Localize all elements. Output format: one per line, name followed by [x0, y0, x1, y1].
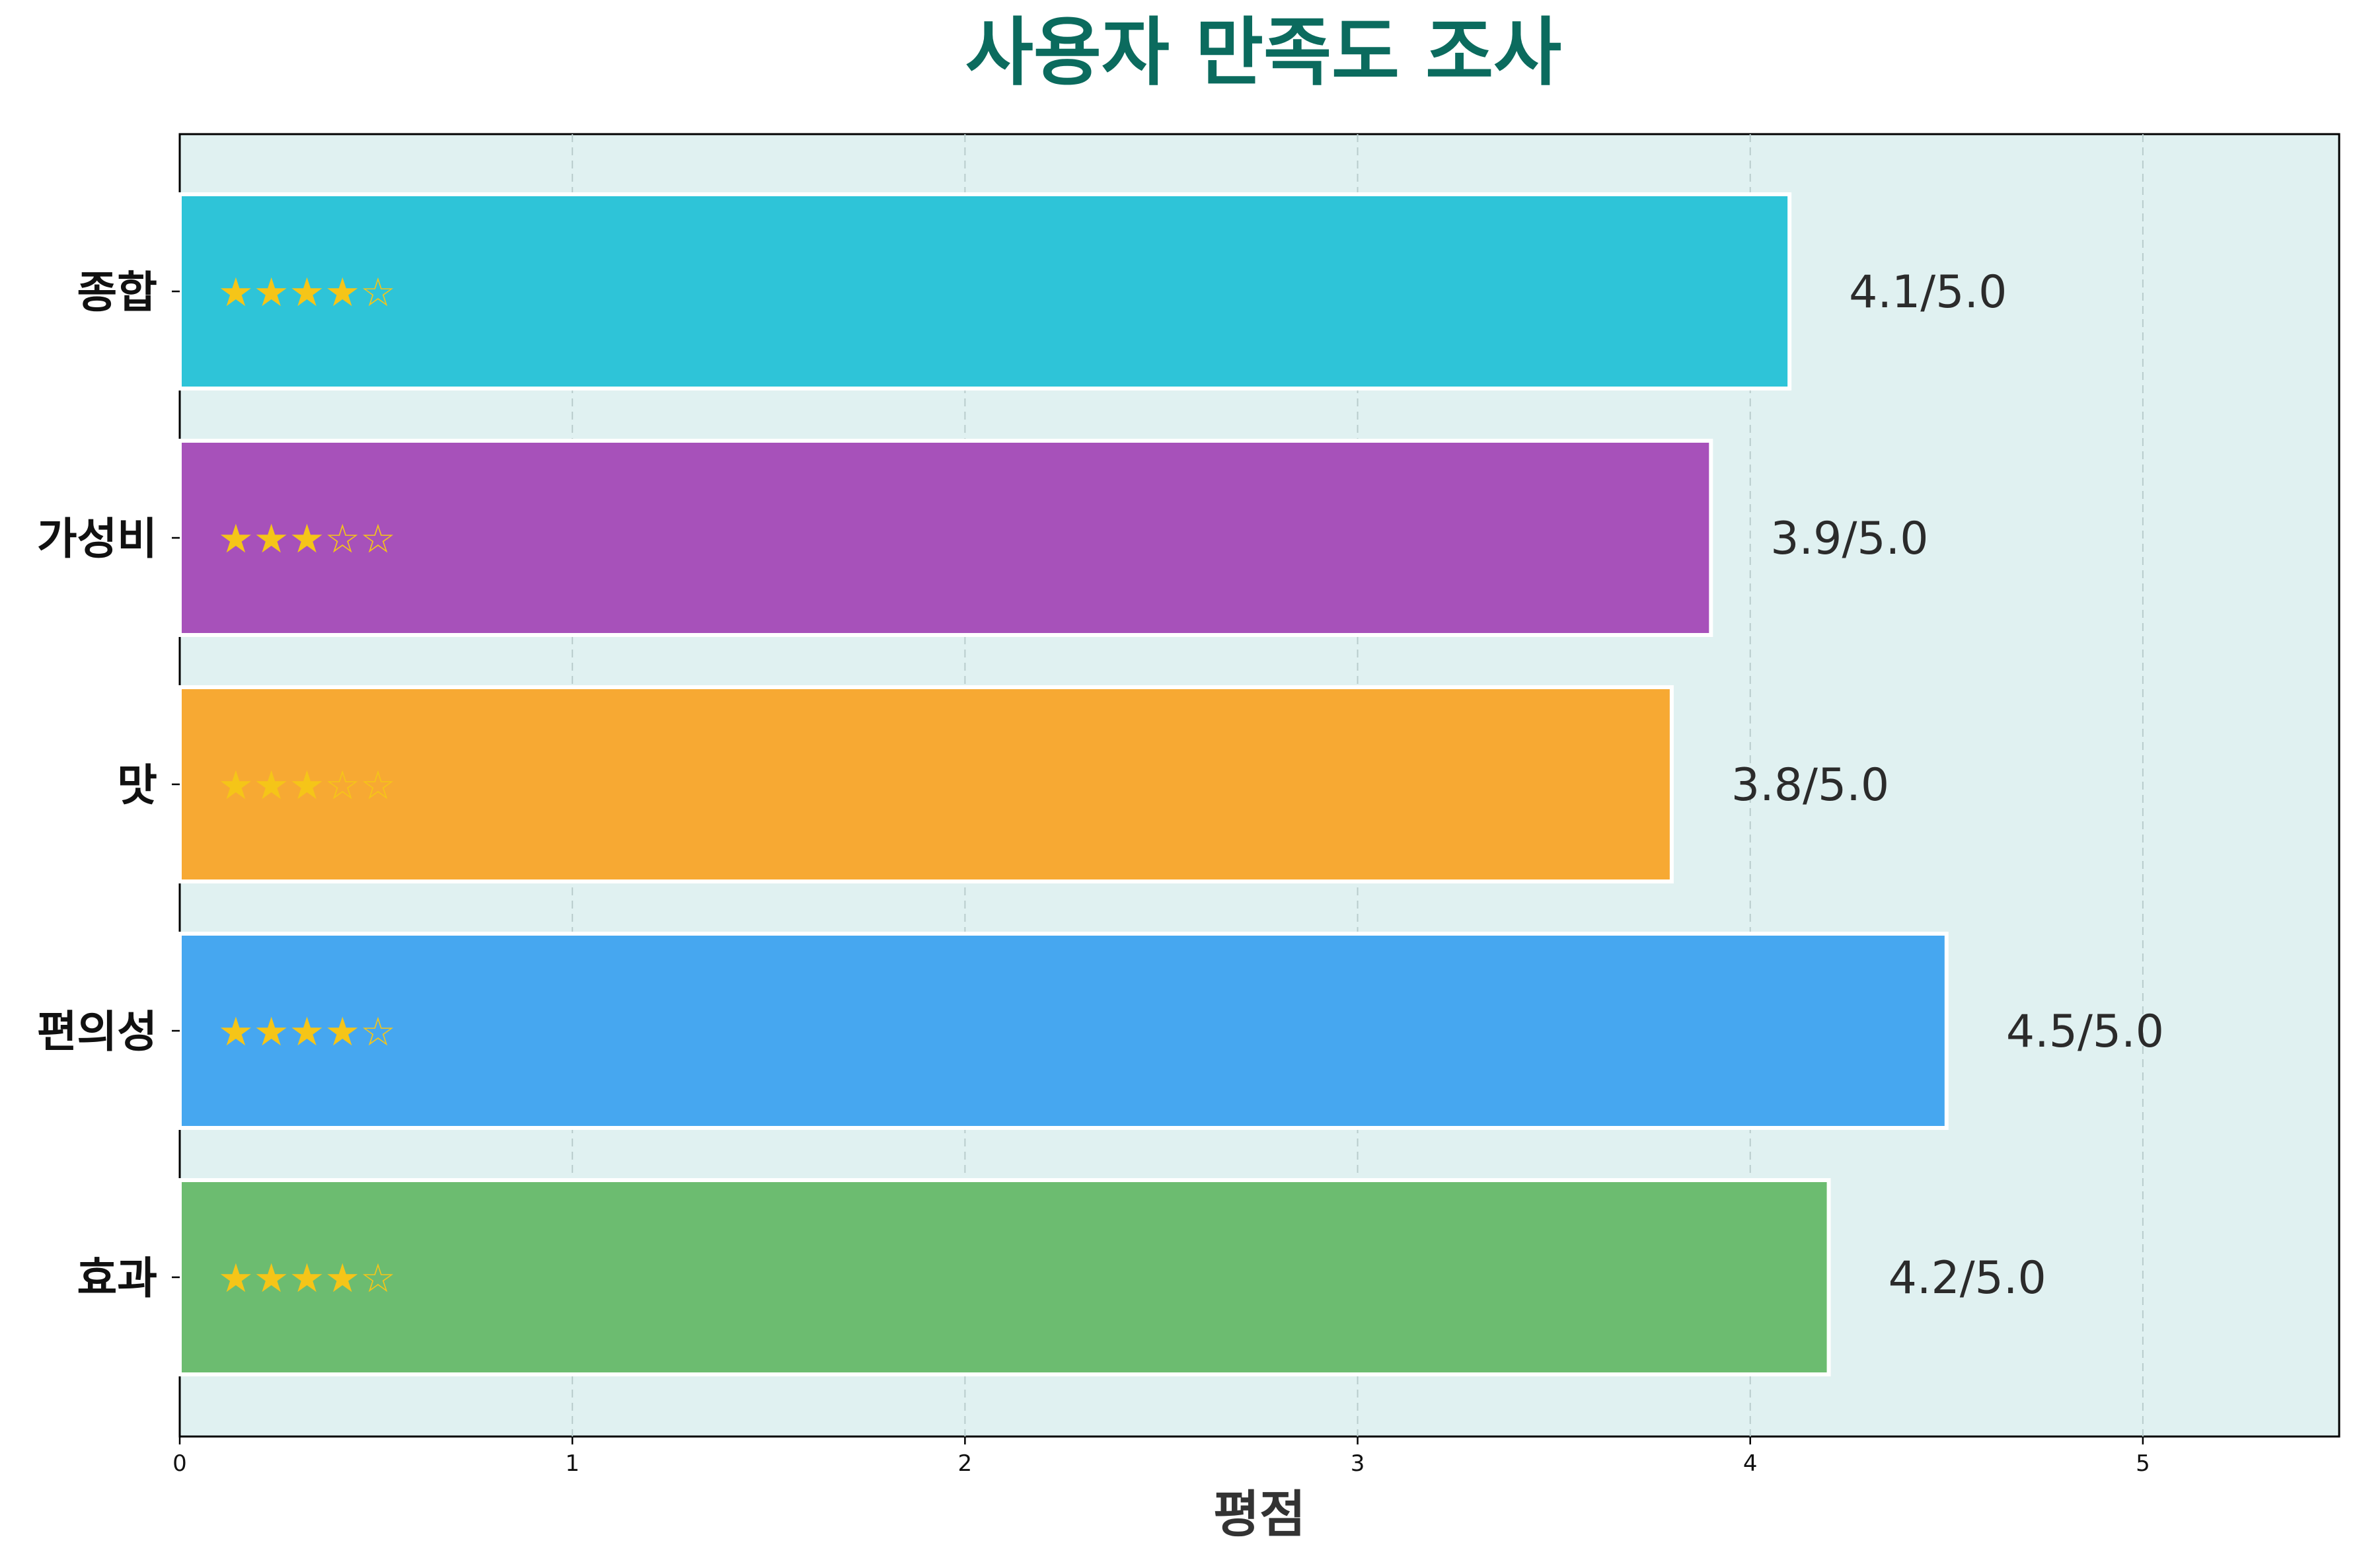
- star-rating: ★★★★☆: [218, 1009, 396, 1055]
- data-label: 4.1/5.0: [1849, 266, 2007, 318]
- chart-title: 사용자 만족도 조사: [965, 10, 1561, 96]
- data-label: 4.2/5.0: [1889, 1252, 2046, 1304]
- category-label: 맛: [117, 760, 157, 811]
- category-label: 편의성: [37, 1006, 157, 1057]
- x-tick-label: 4: [1743, 1450, 1758, 1477]
- category-label: 가성비: [37, 513, 157, 564]
- star-rating: ★★★☆☆: [218, 763, 396, 809]
- category-label: 종합: [77, 267, 157, 318]
- data-label: 3.8/5.0: [1731, 759, 1889, 811]
- x-tick-label: 5: [2136, 1450, 2150, 1477]
- bar: [178, 192, 1792, 391]
- x-axis-label: 평점: [1213, 1485, 1306, 1544]
- bar: [178, 1178, 1831, 1376]
- x-tick-label: 2: [958, 1450, 973, 1477]
- data-label: 3.9/5.0: [1770, 513, 1928, 565]
- star-rating: ★★★★☆: [218, 270, 396, 316]
- data-label: 4.5/5.0: [2006, 1006, 2164, 1058]
- bar: [178, 685, 1674, 883]
- bar: [178, 439, 1713, 637]
- category-label: 효과: [77, 1253, 157, 1304]
- x-tick-label: 3: [1351, 1450, 1365, 1477]
- x-tick-label: 0: [172, 1450, 187, 1477]
- bar: [178, 932, 1949, 1130]
- x-tick-label: 1: [565, 1450, 580, 1477]
- star-rating: ★★★☆☆: [218, 516, 396, 562]
- star-rating: ★★★★☆: [218, 1255, 396, 1302]
